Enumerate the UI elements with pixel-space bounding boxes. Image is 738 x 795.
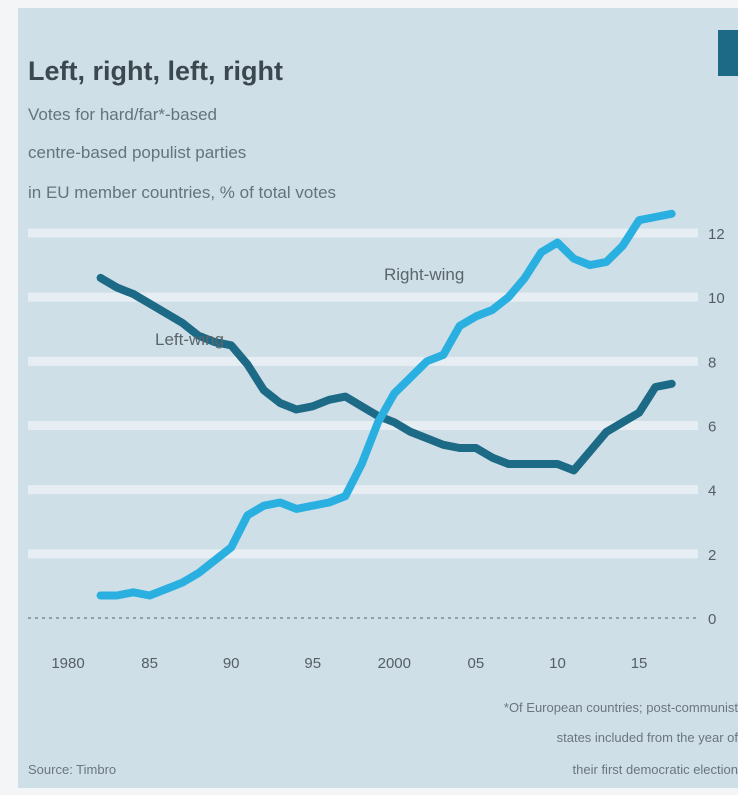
chart-title: Left, right, left, right [28, 56, 283, 86]
series-line-right-wing [96, 209, 676, 600]
y-tick-label-12: 12 [708, 226, 725, 243]
title-accent-bar [718, 30, 738, 76]
x-tick-label-95: 95 [304, 655, 321, 672]
x-tick-label-1980: 1980 [51, 655, 84, 672]
x-tick-label-15: 15 [631, 655, 648, 672]
chart-subtitle-line-2: centre-based populist parties [28, 143, 246, 162]
chart-subtitle-line-3: in EU member countries, % of total votes [28, 183, 336, 202]
series-label-right-wing: Right-wing [384, 265, 464, 284]
x-tick-label-90: 90 [223, 655, 240, 672]
series-line-left-wing [96, 273, 676, 475]
footnote-line-1: *Of European countries; post-communist [504, 700, 738, 715]
series-lines [96, 209, 676, 600]
x-tick-label-05: 05 [468, 655, 485, 672]
y-tick-label-10: 10 [708, 290, 725, 307]
footnote-line-2: states included from the year of [557, 730, 738, 745]
x-axis-tick-labels: 1980 85 90 95 2000 05 10 15 [51, 655, 647, 672]
y-tick-label-8: 8 [708, 354, 716, 371]
chart-subtitle-line-1: Votes for hard/far*-based [28, 105, 217, 124]
y-axis-tick-labels: 0 2 4 6 8 10 12 [708, 226, 725, 628]
y-tick-label-2: 2 [708, 547, 716, 564]
series-label-left-wing: Left-wing [155, 330, 224, 349]
chart: Left, right, left, right Votes for hard/… [28, 30, 738, 777]
footnote-line-3: their first democratic election [573, 762, 738, 777]
chart-panel: Left, right, left, right Votes for hard/… [18, 8, 738, 788]
x-tick-label-2000: 2000 [378, 655, 411, 672]
y-tick-label-0: 0 [708, 611, 716, 628]
y-tick-label-6: 6 [708, 419, 716, 436]
source-note: Source: Timbro [28, 762, 116, 777]
x-tick-label-10: 10 [549, 655, 566, 672]
x-tick-label-85: 85 [141, 655, 158, 672]
y-tick-label-4: 4 [708, 483, 716, 500]
